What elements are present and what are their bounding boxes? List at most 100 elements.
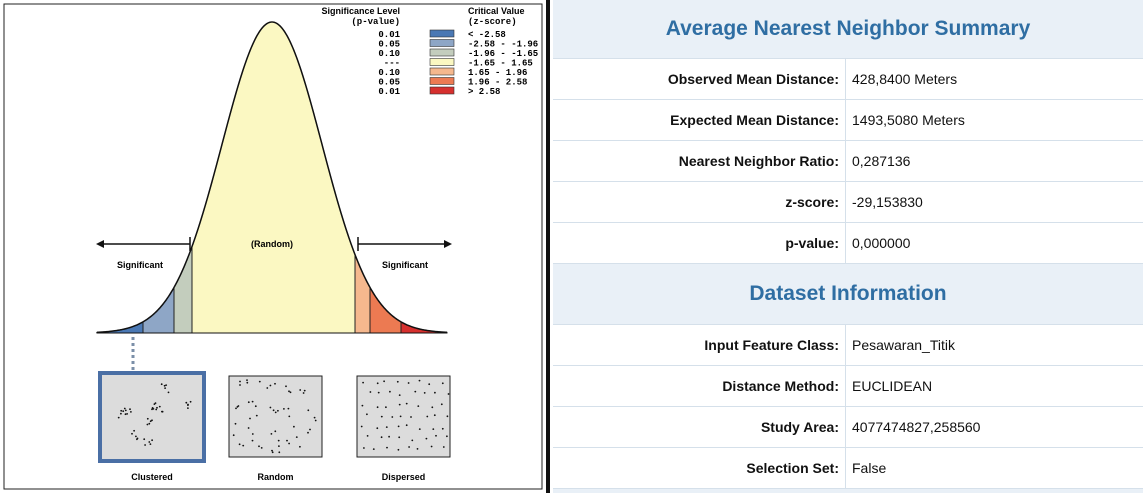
pattern-dot — [235, 423, 237, 425]
pattern-dot — [309, 429, 311, 431]
pattern-dot — [386, 426, 388, 428]
report-row: Distance Method:EUCLIDEAN — [553, 366, 1143, 407]
pattern-dot — [406, 403, 408, 405]
pattern-dot — [385, 406, 387, 408]
legend-z: > 2.58 — [468, 87, 500, 97]
pattern-dot — [271, 450, 273, 452]
pattern-dot — [125, 410, 127, 412]
pattern-dot — [370, 391, 372, 393]
pattern-dot — [135, 436, 137, 438]
legend-swatch — [430, 59, 454, 66]
pattern-dot — [261, 447, 263, 449]
pattern-dot — [441, 403, 443, 405]
significant-left: Significant — [117, 260, 163, 270]
pattern-dot — [398, 449, 400, 451]
pattern-dot — [448, 393, 450, 395]
pattern-dot — [131, 433, 133, 435]
legend-swatch — [430, 40, 454, 47]
legend-p: 0.01 — [378, 87, 400, 97]
pattern-dot — [151, 439, 153, 441]
pattern-dot — [256, 415, 258, 417]
critical-header: Critical Value — [468, 6, 525, 16]
pattern-dot — [278, 440, 280, 442]
legend-p: 0.05 — [378, 78, 400, 88]
pattern-dot — [315, 420, 317, 422]
pattern-dot — [399, 394, 401, 396]
pattern-dot — [185, 402, 187, 404]
report-row: Nearest Neighbor Ratio:0,287136 — [553, 141, 1143, 182]
pattern-dot — [187, 404, 189, 406]
pattern-dot — [428, 383, 430, 385]
row-label: Selection Set: — [553, 448, 846, 488]
row-label: z-score: — [553, 182, 846, 222]
pattern-dot — [307, 409, 309, 411]
pattern-dot — [248, 427, 250, 429]
pattern-dot — [133, 430, 135, 432]
pattern-dot — [246, 379, 248, 381]
pattern-dot — [150, 443, 152, 445]
dataset-title: Dataset Information — [553, 264, 1143, 325]
pattern-dot — [363, 447, 365, 449]
pattern-dot — [299, 446, 301, 448]
pattern-dot — [125, 413, 127, 415]
pattern-dot — [129, 408, 131, 410]
legend-p: 0.01 — [378, 30, 400, 40]
pattern-dot — [165, 384, 167, 386]
pattern-dot — [419, 428, 421, 430]
row-value: EUCLIDEAN — [846, 378, 932, 394]
pattern-dot — [283, 408, 285, 410]
pattern-dot — [130, 411, 132, 413]
pattern-dot — [266, 387, 268, 389]
pattern-dot — [252, 401, 254, 403]
pattern-dot — [377, 406, 379, 408]
pattern-dot — [164, 387, 166, 389]
pattern-dot — [144, 444, 146, 446]
pattern-dot — [124, 408, 126, 410]
report-row: Study Area:4077474827,258560 — [553, 407, 1143, 448]
row-value: 428,8400 Meters — [846, 71, 957, 87]
pattern-dot — [288, 416, 290, 418]
page: (Random) Significant Significant Signifi… — [0, 0, 1143, 493]
pattern-dot — [378, 392, 380, 394]
pattern-dot — [397, 381, 399, 383]
pattern-dot — [398, 426, 400, 428]
pattern-dot — [126, 413, 128, 415]
pattern-dot — [419, 380, 421, 382]
pattern-dot — [187, 407, 189, 409]
significant-right: Significant — [382, 260, 428, 270]
pattern-dot — [270, 385, 272, 387]
legend-swatch — [430, 30, 454, 37]
pattern-dot — [249, 418, 251, 420]
row-value: False — [846, 460, 886, 476]
pattern-dot — [190, 401, 192, 403]
pattern-dot — [314, 417, 316, 419]
pattern-dot — [274, 383, 276, 385]
legend-z: -2.58 - -1.96 — [468, 40, 538, 50]
row-value: 4077474827,258560 — [846, 419, 980, 435]
pattern-dot — [233, 434, 235, 436]
diagram: (Random) Significant Significant Signifi… — [0, 0, 546, 493]
pattern-dot — [377, 382, 379, 384]
pattern-dot — [239, 381, 241, 383]
critical-sub: (z-score) — [468, 17, 517, 27]
pattern-dot — [273, 409, 275, 411]
pattern-dot — [442, 382, 444, 384]
pattern-dot — [277, 410, 279, 412]
legend-z: -1.65 - 1.65 — [468, 59, 533, 69]
pattern-dot — [122, 410, 124, 412]
pattern-dot — [285, 385, 287, 387]
report-row: Observed Mean Distance:428,8400 Meters — [553, 59, 1143, 100]
pattern-dot — [278, 445, 280, 447]
pattern-dot — [137, 438, 139, 440]
legend-z: < -2.58 — [468, 30, 506, 40]
report-row: Expected Mean Distance:1493,5080 Meters — [553, 100, 1143, 141]
pattern-box — [357, 376, 450, 457]
divider — [546, 0, 550, 493]
pattern-dot — [432, 428, 434, 430]
report-row: z-score:-29,153830 — [553, 182, 1143, 223]
pattern-dot — [237, 406, 239, 408]
pattern-dot — [168, 392, 170, 394]
report-panel: Average Nearest Neighbor Summary Observe… — [553, 0, 1143, 493]
